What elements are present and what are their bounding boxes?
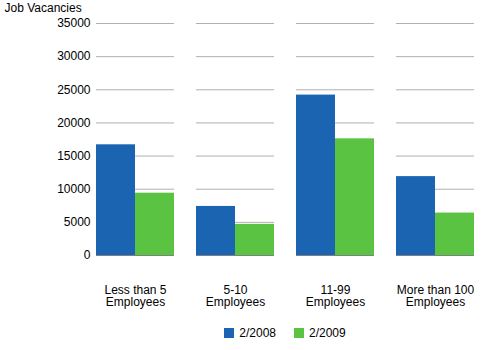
html-text:2/2008: 2/2008: [239, 326, 276, 340]
svg-text:Less than 5Employees: Less than 5Employees: [104, 283, 166, 309]
svg-text:11-99Employees: 11-99Employees: [306, 283, 365, 309]
svg-text:10000: 10000: [57, 182, 91, 196]
svg-text:25000: 25000: [57, 83, 91, 97]
svg-text:20000: 20000: [57, 116, 91, 130]
svg-text:30000: 30000: [57, 49, 91, 63]
svg-text:5000: 5000: [64, 215, 91, 229]
svg-text:5-10Employees: 5-10Employees: [206, 283, 265, 309]
svg-text:35000: 35000: [57, 16, 91, 30]
svg-text:0: 0: [84, 248, 91, 262]
svg-text:More than 100Employees: More than 100Employees: [397, 283, 475, 309]
svg-text:15000: 15000: [57, 149, 91, 163]
html-text:2/2009: 2/2009: [309, 326, 346, 340]
svg-text:Job Vacancies: Job Vacancies: [5, 1, 82, 15]
